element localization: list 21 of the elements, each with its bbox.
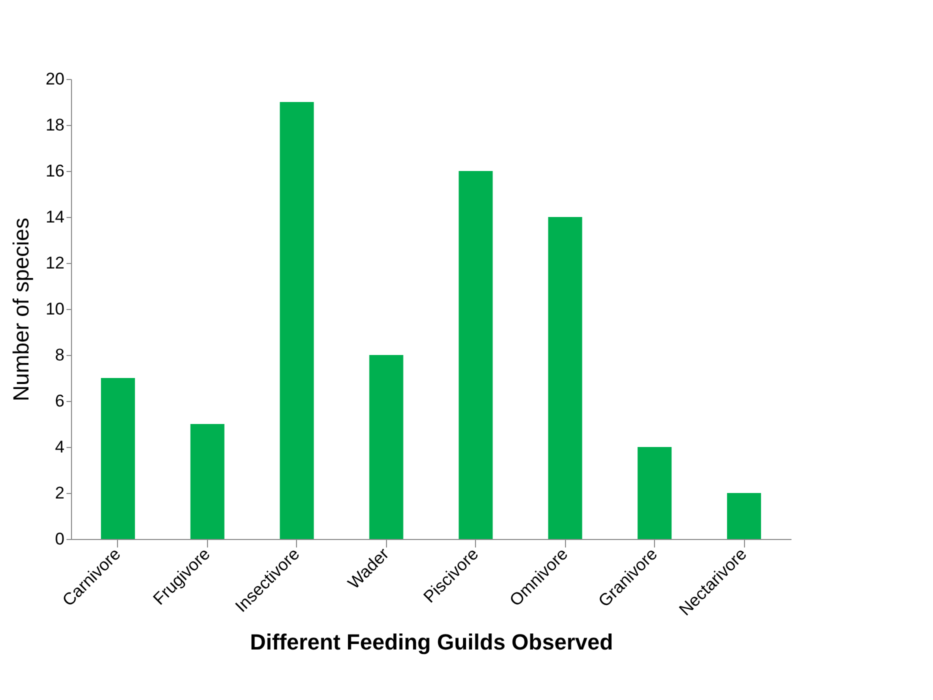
y-axis-title: Number of species: [8, 218, 34, 402]
x-axis-title: Different Feeding Guilds Observed: [250, 630, 614, 655]
y-tick-label: 4: [55, 438, 64, 456]
y-tick-label: 14: [46, 208, 64, 226]
bar: [100, 378, 135, 539]
bar: [458, 171, 493, 539]
y-tick-label: 16: [46, 162, 64, 180]
y-tick-label: 20: [46, 70, 64, 88]
bar: [369, 355, 404, 539]
y-tick-label: 8: [55, 346, 64, 364]
y-tick-label: 0: [55, 530, 64, 548]
y-tick-label: 12: [46, 254, 64, 272]
y-tick-label: 6: [55, 392, 64, 410]
bar: [280, 102, 314, 539]
y-tick-label: 18: [46, 116, 64, 134]
bar: [638, 447, 672, 539]
bar: [190, 424, 224, 539]
bar: [727, 493, 762, 539]
bar: [548, 217, 582, 539]
y-tick-label: 10: [46, 300, 64, 318]
y-tick-label: 2: [55, 484, 64, 502]
